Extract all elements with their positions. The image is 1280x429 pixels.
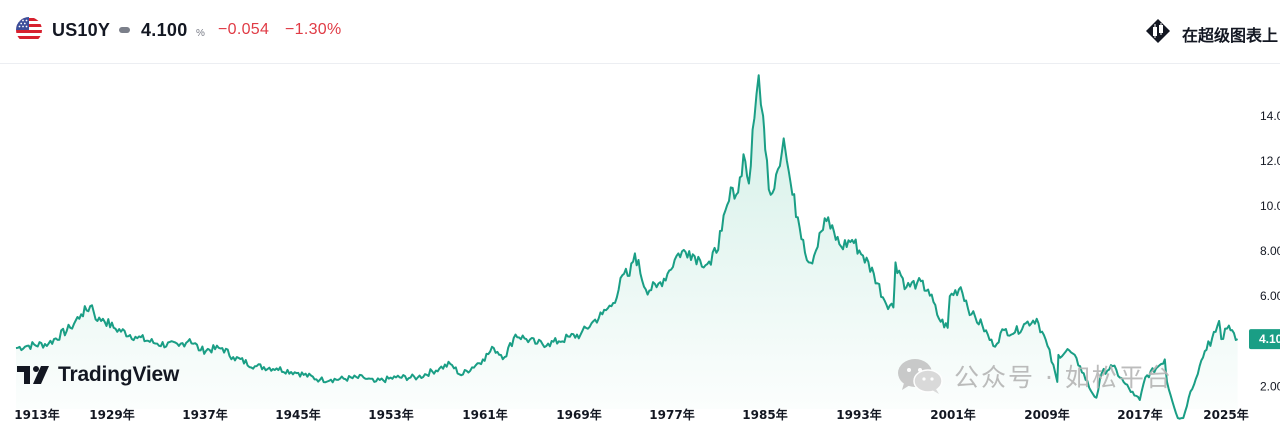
series-area [16, 75, 1238, 419]
us-flag-icon [16, 17, 42, 43]
open-supercharts-label-wrap[interactable]: 在超级图表上 [1180, 14, 1278, 48]
price-unit: % [196, 28, 205, 39]
x-tick-label: 1961年 [462, 407, 507, 422]
price-change-percent: −1.30% [285, 21, 342, 38]
watermark-text: 公众号 · 如松平台 [954, 363, 1173, 392]
x-tick-label: 1945年 [275, 407, 320, 422]
x-tick-label: 1985年 [742, 407, 787, 422]
x-tick-label: 2001年 [930, 407, 975, 422]
x-tick-label: 1993年 [836, 407, 881, 422]
y-tick-label: 10.00 [1260, 199, 1280, 213]
wechat-watermark: 公众号 · 如松平台 [896, 356, 1173, 396]
x-tick-label: 2025年 [1203, 407, 1248, 422]
last-value-badge-bg [1249, 329, 1280, 350]
tradingview-mark-icon [17, 366, 49, 384]
x-tick-label: 2009年 [1024, 407, 1069, 422]
x-tick-label: 2017年 [1117, 407, 1162, 422]
price-change: −0.054 [218, 21, 270, 38]
y-tick-label: 8.00 [1260, 244, 1280, 258]
x-tick-label: 1977年 [649, 407, 694, 422]
yield-chart[interactable]: 2.004.006.008.0010.0012.0014.00 1913年192… [0, 64, 1280, 429]
symbol-name[interactable]: US10Y [52, 20, 111, 40]
market-status-icon [119, 27, 130, 33]
x-tick-label: 1913年 [14, 407, 59, 422]
last-price: 4.100 [141, 20, 188, 40]
x-tick-label: 1953年 [368, 407, 413, 422]
open-supercharts-label: 在超级图表上 [1182, 26, 1278, 45]
x-tick-label: 1937年 [182, 407, 227, 422]
open-supercharts-button[interactable] [1144, 18, 1172, 44]
price-scale[interactable] [1242, 64, 1280, 429]
wechat-icon [898, 359, 943, 394]
y-tick-label: 2.00 [1260, 379, 1280, 393]
x-tick-label: 1969年 [556, 407, 601, 422]
y-tick-label: 6.00 [1260, 289, 1280, 303]
last-value-label: 4.10 [1259, 332, 1280, 346]
x-tick-label: 1929年 [89, 407, 134, 422]
tradingview-logo[interactable]: TradingView [17, 363, 179, 387]
candlestick-icon [1146, 19, 1170, 43]
symbol-header: US10Y 4.100 % −0.054 −1.30% 在超级图表上 [0, 0, 1280, 64]
tradingview-wordmark: TradingView [58, 363, 180, 386]
x-axis: 1913年 1929年 1937年 1945年 1953年 1961年 1969年 1977年… [14, 407, 1248, 422]
last-value-badge: 4.10 [1249, 329, 1280, 350]
series-line [15, 74, 1239, 420]
y-tick-label: 12.00 [1260, 154, 1280, 168]
y-tick-label: 14.00 [1260, 109, 1280, 123]
